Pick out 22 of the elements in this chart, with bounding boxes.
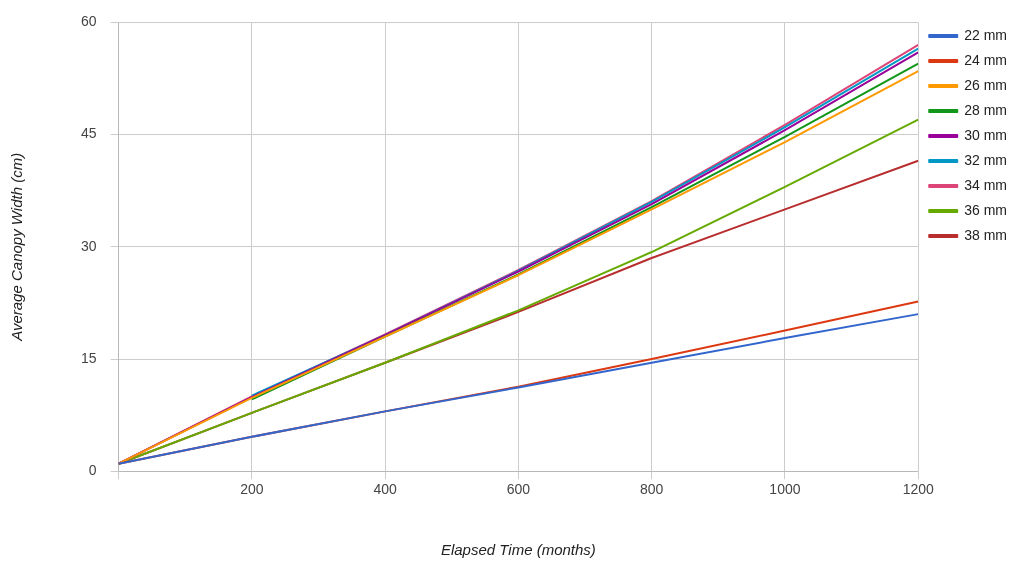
y-tick-label: 0 [88,462,97,479]
legend-label: 34 mm [964,176,1008,193]
x-tick-label: 800 [639,481,664,498]
legend-label: 26 mm [964,76,1008,93]
x-tick-label: 200 [240,481,264,498]
legend-label: 30 mm [964,126,1008,143]
legend-label: 36 mm [964,201,1008,218]
x-tick-label: 600 [506,481,531,498]
legend-label: 38 mm [964,226,1008,243]
y-tick-label: 30 [80,237,97,254]
y-tick-label: 15 [80,349,97,366]
legend-label: 22 mm [964,26,1008,43]
legend-label: 24 mm [964,51,1008,68]
x-tick-label: 1000 [769,481,801,498]
x-axis-title: Elapsed Time (months) [440,541,596,559]
y-tick-label: 45 [80,125,97,142]
x-tick-label: 400 [373,481,398,498]
y-axis-title: Average Canopy Width (cm) [8,152,26,342]
legend-label: 32 mm [964,151,1008,168]
legend-label: 28 mm [964,101,1008,118]
y-tick-label: 60 [80,13,97,30]
x-tick-label: 1200 [902,481,934,498]
